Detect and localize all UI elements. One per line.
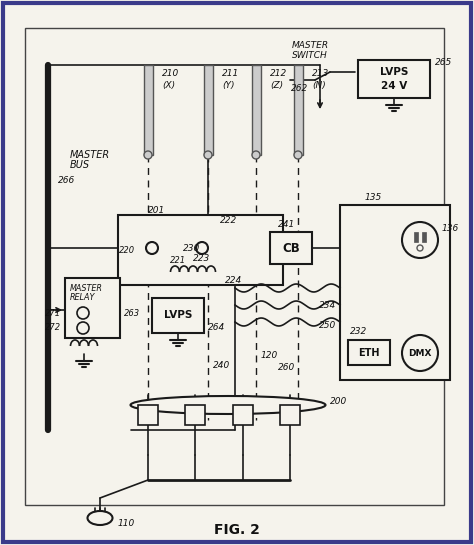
Text: SWITCH: SWITCH: [292, 51, 328, 59]
Text: RELAY: RELAY: [70, 294, 95, 302]
Text: 200: 200: [330, 397, 347, 407]
Text: 263: 263: [124, 308, 140, 318]
Circle shape: [204, 151, 212, 159]
Text: 265: 265: [435, 58, 452, 66]
Bar: [152, 298, 204, 333]
Ellipse shape: [130, 396, 326, 414]
Circle shape: [146, 242, 158, 254]
Text: 234: 234: [319, 300, 336, 310]
Text: 271: 271: [45, 308, 61, 318]
Text: DMX: DMX: [408, 348, 432, 358]
Text: 241: 241: [278, 220, 295, 228]
Text: (N): (N): [312, 81, 326, 89]
Text: ETH: ETH: [358, 348, 380, 358]
Text: 223: 223: [193, 253, 210, 263]
Circle shape: [77, 322, 89, 334]
Text: FIG. 2: FIG. 2: [214, 523, 260, 537]
Ellipse shape: [88, 511, 112, 525]
Text: 240: 240: [213, 360, 230, 370]
Text: 135: 135: [365, 192, 382, 202]
Bar: [252, 65, 261, 155]
Text: 212: 212: [270, 69, 287, 77]
Bar: [118, 215, 283, 285]
Text: 272: 272: [45, 324, 61, 332]
Circle shape: [196, 242, 208, 254]
Bar: [25, 28, 444, 505]
Bar: [65, 278, 120, 338]
Bar: [204, 65, 213, 155]
Text: MASTER: MASTER: [70, 150, 110, 160]
Text: 264: 264: [208, 324, 225, 332]
Text: MASTER: MASTER: [292, 40, 328, 50]
Text: 224: 224: [225, 276, 242, 284]
Text: BUS: BUS: [70, 160, 90, 170]
Text: 266: 266: [58, 175, 75, 185]
Text: 136: 136: [442, 223, 459, 233]
Bar: [340, 205, 450, 380]
Text: 221: 221: [170, 256, 186, 264]
Bar: [414, 232, 418, 242]
Bar: [348, 340, 390, 365]
Bar: [422, 232, 426, 242]
Circle shape: [417, 245, 423, 251]
Circle shape: [402, 222, 438, 258]
Text: 210: 210: [162, 69, 179, 77]
Circle shape: [402, 335, 438, 371]
Bar: [185, 405, 205, 425]
Text: 222: 222: [220, 215, 237, 225]
Text: 230: 230: [183, 244, 200, 252]
Text: LVPS: LVPS: [380, 67, 408, 77]
Text: 250: 250: [319, 320, 336, 330]
Text: 211: 211: [222, 69, 239, 77]
Circle shape: [294, 151, 302, 159]
Bar: [280, 405, 300, 425]
Text: LVPS: LVPS: [164, 311, 192, 320]
Text: (X): (X): [162, 81, 175, 89]
Text: 232: 232: [350, 328, 367, 336]
Bar: [294, 65, 303, 155]
Circle shape: [252, 151, 260, 159]
Bar: [144, 65, 153, 155]
Text: 24 V: 24 V: [381, 81, 407, 91]
Text: (Z): (Z): [270, 81, 283, 89]
Bar: [138, 405, 158, 425]
Text: (Y): (Y): [222, 81, 235, 89]
Text: CB: CB: [282, 241, 300, 255]
Text: 262: 262: [291, 83, 308, 93]
Bar: [270, 232, 312, 264]
Bar: [233, 405, 253, 425]
Text: 213: 213: [312, 69, 329, 77]
Text: 110: 110: [118, 519, 135, 529]
Circle shape: [144, 151, 152, 159]
Text: 120: 120: [261, 350, 278, 360]
Text: MASTER: MASTER: [70, 283, 103, 293]
Bar: [358, 60, 430, 98]
Text: 201: 201: [148, 205, 165, 215]
Circle shape: [77, 307, 89, 319]
Text: 220: 220: [119, 245, 135, 255]
Text: 260: 260: [278, 364, 295, 372]
